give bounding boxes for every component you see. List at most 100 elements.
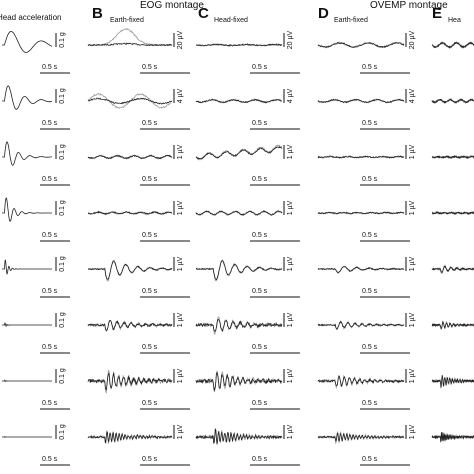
amplitude-scale-label: 1 µV [287,312,294,327]
time-scale-label: 0.5 s [362,288,378,295]
trace [195,371,283,392]
amplitude-scale-label: 0.1 g [59,424,66,440]
trace [2,141,52,166]
time-scale-label: 0.5 s [142,120,158,127]
trace [2,436,52,438]
amplitude-scale-label: 1 µV [409,256,416,271]
trace [2,259,52,275]
trace-secondary [317,320,405,331]
amplitude-scale-label: 0.1 g [59,144,66,160]
time-scale-label: 0.5 s [362,456,378,463]
amplitude-scale-label: 4 µV [177,88,184,103]
amplitude-scale-label: 0.1 g [59,200,66,216]
time-scale-label: 0.5 s [42,288,58,295]
amplitude-scale-label: 1 µV [177,368,184,383]
amplitude-scale-label: 1 µV [409,144,416,159]
trace [2,322,52,327]
trace [195,318,283,333]
amplitude-scale-label: 0.1 g [59,312,66,328]
trace [2,197,52,222]
amplitude-scale-label: 0.1 g [59,88,66,104]
trace [431,320,474,330]
time-scale-label: 0.5 s [142,288,158,295]
amplitude-scale-label: 0.1 g [59,368,66,384]
amplitude-scale-label: 20 µV [177,30,184,49]
amplitude-scale-label: 1 µV [177,144,184,159]
amplitude-scale-label: 1 µV [177,256,184,271]
trace [87,431,173,444]
time-scale-label: 0.5 s [42,120,58,127]
amplitude-scale-label: 1 µV [177,424,184,439]
time-scale-label: 0.5 s [252,400,268,407]
panel-letter: C [198,5,209,22]
trace [87,261,173,280]
time-scale-label: 0.5 s [42,344,58,351]
amplitude-scale-label: 1 µV [287,200,294,215]
time-scale-label: 0.5 s [362,176,378,183]
time-scale-label: 0.5 s [362,344,378,351]
time-scale-label: 0.5 s [142,344,158,351]
trace [87,97,173,105]
time-scale-label: 0.5 s [142,456,158,463]
panel-letter: D [318,5,329,22]
time-scale-label: 0.5 s [362,120,378,127]
amplitude-scale-label: 1 µV [409,312,416,327]
time-scale-label: 0.5 s [252,456,268,463]
trace [431,98,474,104]
panel-subtitle: Earth-fixed [334,17,368,24]
trace [317,41,405,49]
trace [2,85,53,110]
trace [195,428,283,444]
time-scale-label: 0.5 s [252,64,268,71]
trace [87,372,173,391]
trace [195,146,283,160]
amplitude-scale-label: 1 µV [177,200,184,215]
trace [317,266,405,274]
time-scale-label: 0.5 s [362,232,378,239]
trace [317,375,405,387]
time-scale-label: 0.5 s [252,120,268,127]
panel-letter: E [432,5,442,22]
time-scale-label: 0.5 s [42,232,58,239]
amplitude-scale-label: 1 µV [287,424,294,439]
trace [317,320,405,330]
amplitude-scale-label: 4 µV [409,88,416,103]
amplitude-scale-label: 1 µV [177,312,184,327]
trace [195,98,283,104]
time-scale-label: 0.5 s [252,176,268,183]
time-scale-label: 0.5 s [252,288,268,295]
time-scale-label: 0.5 s [252,344,268,351]
panel-letter: B [92,5,103,22]
trace [195,43,283,47]
trace [431,265,474,273]
trace [431,41,474,49]
amplitude-scale-label: 1 µV [287,368,294,383]
trace [2,379,52,382]
amplitude-scale-label: 0.1 g [59,32,66,48]
time-scale-label: 0.5 s [362,64,378,71]
column-title: Head acceleration [0,13,61,22]
trace [87,210,173,216]
time-scale-label: 0.5 s [362,400,378,407]
amplitude-scale-label: 1 µV [409,368,416,383]
trace-secondary [195,316,283,336]
time-scale-label: 0.5 s [42,456,58,463]
amplitude-scale-label: 20 µV [409,30,416,49]
trace [87,320,173,332]
trace [431,210,474,216]
montage-title: OVEMP montage [370,0,448,11]
trace [431,375,474,388]
trace-secondary [195,259,283,282]
amplitude-scale-label: 1 µV [287,144,294,159]
panel-subtitle: Hea [448,17,461,24]
amplitude-scale-label: 4 µV [287,88,294,103]
trace [317,98,405,104]
time-scale-label: 0.5 s [142,400,158,407]
amplitude-scale-label: 1 µV [409,424,416,439]
amplitude-scale-label: 1 µV [287,256,294,271]
trace [195,210,283,216]
trace [2,31,53,53]
trace [195,260,283,281]
trace [317,155,405,159]
montage-title: EOG montage [140,0,204,11]
